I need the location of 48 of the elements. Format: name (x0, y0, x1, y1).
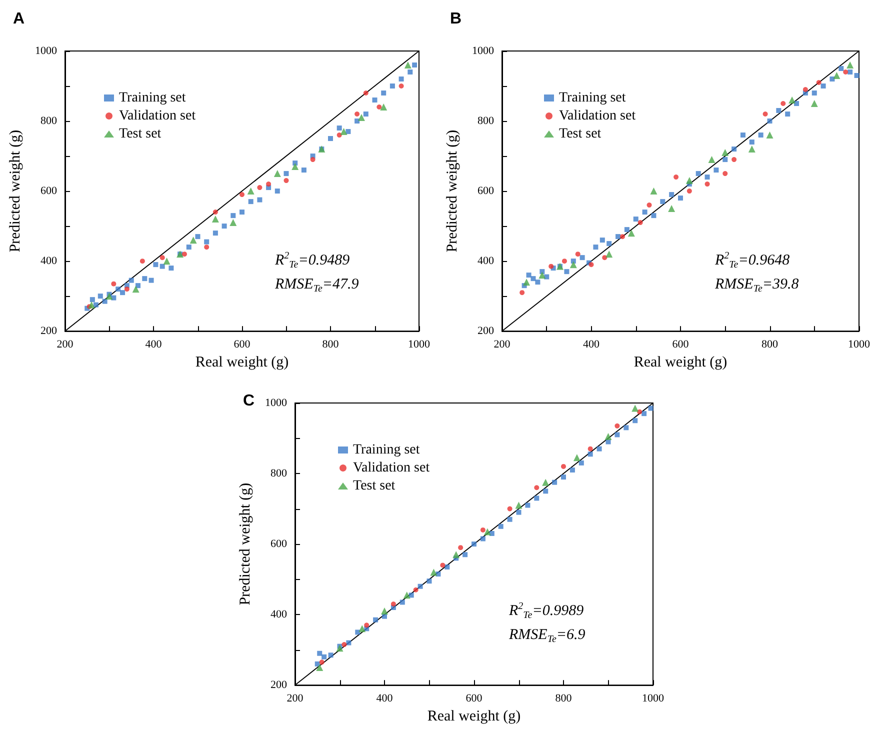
y-axis-title: Predicted weight (g) (238, 482, 254, 606)
x-tick-label: 200 (286, 692, 304, 705)
legend-label: Training set (353, 442, 420, 458)
chart-title: A (13, 10, 25, 28)
x-tick-label: 200 (56, 338, 74, 351)
y-tick-label: 800 (270, 468, 288, 480)
y-tick-label: 200 (40, 325, 58, 338)
x-tick-label: 800 (322, 338, 340, 351)
x-tick-label: 1000 (848, 338, 870, 351)
chart-title: C (243, 392, 255, 410)
y-tick-label: 400 (478, 255, 494, 268)
x-tick-label: 200 (494, 338, 511, 351)
y-tick-label: 600 (478, 185, 494, 198)
y-axis-title: Predicted weight (g) (8, 130, 24, 252)
y-tick-label: 1000 (35, 45, 58, 57)
x-tick-label: 400 (376, 692, 394, 705)
x-tick-label: 600 (234, 338, 251, 351)
x-axis-title: Real weight (g) (195, 354, 289, 370)
y-tick-label: 800 (40, 115, 58, 128)
y-tick-label: 800 (478, 115, 494, 128)
legend-label: Training set (559, 90, 626, 106)
legend-label: Test set (353, 478, 396, 494)
y-tick-label: 600 (270, 538, 288, 550)
x-axis-title: Real weight (g) (634, 354, 728, 370)
x-tick-label: 400 (145, 338, 162, 351)
x-tick-label: 800 (762, 338, 778, 351)
y-tick-label: 400 (270, 608, 288, 621)
legend-label: Test set (559, 126, 602, 142)
legend-label: Validation set (559, 108, 636, 124)
y-tick-label: 1000 (265, 397, 288, 409)
x-tick-label: 400 (583, 338, 600, 351)
legend-label: Test set (119, 126, 162, 142)
y-tick-label: 200 (478, 325, 494, 338)
legend-label: Training set (119, 90, 186, 106)
x-tick-label: 600 (466, 692, 483, 705)
y-tick-label: 400 (40, 255, 58, 268)
x-tick-label: 1000 (408, 338, 430, 351)
x-tick-label: 600 (672, 338, 690, 351)
y-tick-label: 1000 (472, 45, 494, 57)
x-tick-label: 800 (555, 692, 572, 705)
x-axis-title: Real weight (g) (427, 708, 521, 724)
chart-title: B (450, 10, 462, 28)
legend-label: Validation set (353, 460, 430, 476)
y-tick-label: 200 (270, 679, 288, 692)
legend-label: Validation set (119, 108, 196, 124)
y-tick-label: 600 (40, 185, 58, 198)
x-tick-label: 1000 (642, 692, 664, 705)
y-axis-title: Predicted weight (g) (444, 130, 460, 252)
